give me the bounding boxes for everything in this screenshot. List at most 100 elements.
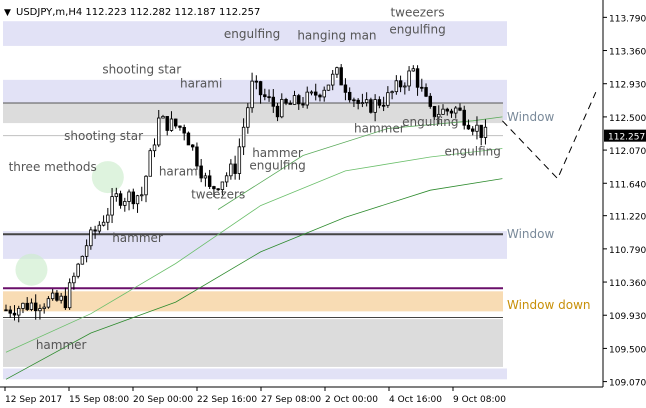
candle-body xyxy=(76,263,80,277)
candle-body xyxy=(271,96,276,107)
candle-body xyxy=(301,103,305,106)
candle-body xyxy=(483,126,488,138)
candle-body xyxy=(80,255,85,265)
ma-fast-line xyxy=(5,148,503,353)
candle-body xyxy=(182,126,186,134)
candle-body xyxy=(161,116,165,119)
time-tick-label: 12 Sep 2017 xyxy=(5,395,62,405)
candle-body xyxy=(386,92,390,106)
pattern-label: tweezers xyxy=(390,6,444,20)
candle-body xyxy=(110,196,114,216)
candle-body xyxy=(140,194,144,197)
price-tick-label: 113.360 xyxy=(609,48,646,58)
candle-body xyxy=(135,195,140,205)
window-down-zone xyxy=(3,291,503,312)
lower-gray-zone xyxy=(3,319,503,367)
chart-header: ▼ USDJPY,m,H4 112.223 112.282 112.187 11… xyxy=(4,7,260,18)
symbol-ohlc-label: USDJPY,m,H4 112.223 112.282 112.187 112.… xyxy=(16,7,260,18)
candle-body xyxy=(123,201,127,206)
candle-body xyxy=(470,128,475,132)
pattern-label: tweezers xyxy=(191,188,245,202)
candle-body xyxy=(101,221,106,226)
highlight-circles xyxy=(15,161,124,286)
candle-body xyxy=(360,102,365,105)
price-tick-label: 109.930 xyxy=(609,312,646,322)
price-tick-label: 109.500 xyxy=(609,345,646,355)
price-axis: 113.790 113.360 112.930 112.500 112.070 111.6… xyxy=(602,0,646,389)
pattern-label: engulfing xyxy=(224,27,280,41)
time-tick-label: 27 Sep 08:00 xyxy=(261,395,321,405)
price-tick-label: 112.930 xyxy=(609,81,646,91)
candle-body xyxy=(59,295,63,301)
price-tick-label: 113.790 xyxy=(609,14,646,24)
candle-body xyxy=(415,68,420,88)
candle-body xyxy=(131,191,136,205)
candle-body xyxy=(322,89,326,98)
candle-body xyxy=(292,95,297,105)
candle-body xyxy=(195,146,199,167)
pattern-label: harami xyxy=(180,77,222,91)
candle-body xyxy=(203,175,208,179)
pattern-label: hammer xyxy=(354,121,405,135)
candle-body xyxy=(445,108,449,112)
blue-band xyxy=(3,368,507,380)
candle-body xyxy=(403,85,407,88)
candle-body xyxy=(144,175,148,196)
level-labels: Window Window Window down xyxy=(507,110,591,312)
candle-body xyxy=(314,91,318,96)
candle-body xyxy=(381,104,386,107)
pattern-label: shooting star xyxy=(102,63,181,77)
candle-body xyxy=(148,150,152,177)
candle-body xyxy=(246,107,250,128)
candle-body xyxy=(50,292,55,300)
blue-band xyxy=(3,231,507,259)
time-tick-label: 15 Sep 08:00 xyxy=(69,395,129,405)
candle-body xyxy=(407,70,411,87)
candle-body xyxy=(169,118,174,131)
candle-body xyxy=(288,102,292,105)
candle-body xyxy=(233,163,237,174)
projection-lines xyxy=(502,91,597,180)
candle-body xyxy=(254,80,259,83)
candle-body xyxy=(275,105,280,118)
candle-body xyxy=(173,118,178,127)
candle-body xyxy=(458,107,462,111)
candle-body xyxy=(46,298,51,308)
candle-body xyxy=(280,99,284,118)
candle-body xyxy=(377,99,382,106)
candle-body xyxy=(157,117,161,146)
triangle-down-icon[interactable]: ▼ xyxy=(4,8,11,18)
candle-body xyxy=(424,87,428,97)
time-tick-label: 4 Oct 16:00 xyxy=(389,395,442,405)
candle-body xyxy=(284,99,288,104)
pattern-label: hammer xyxy=(252,146,303,160)
candle-body xyxy=(475,124,479,132)
candle-body xyxy=(335,67,339,75)
level-label: Window xyxy=(507,227,555,241)
candle-body xyxy=(12,312,17,316)
pattern-label: three methods xyxy=(9,160,97,174)
candle-body xyxy=(38,308,42,312)
candle-body xyxy=(466,124,471,130)
window-zone xyxy=(3,103,503,124)
candle-body xyxy=(462,109,466,126)
candle-body xyxy=(356,99,360,104)
candle-body xyxy=(186,132,191,146)
candle-body xyxy=(67,282,72,309)
candle-body xyxy=(449,110,454,114)
ma-slow-line xyxy=(5,178,503,380)
candle-body xyxy=(224,175,229,183)
candle-body xyxy=(165,116,169,131)
level-label: Window down xyxy=(507,298,591,312)
price-tick-label: 111.640 xyxy=(609,180,646,190)
pattern-label: engulfing xyxy=(389,23,445,37)
pattern-label: engulfing xyxy=(249,158,305,172)
candle-body xyxy=(437,113,441,118)
candle-body xyxy=(63,295,68,309)
pattern-labels: engulfing hanging man tweezers engulfing sho… xyxy=(9,6,501,353)
candle-body xyxy=(479,124,483,138)
candle-body xyxy=(241,126,246,148)
pattern-label: hammer xyxy=(112,231,163,245)
candle-body xyxy=(339,67,343,86)
